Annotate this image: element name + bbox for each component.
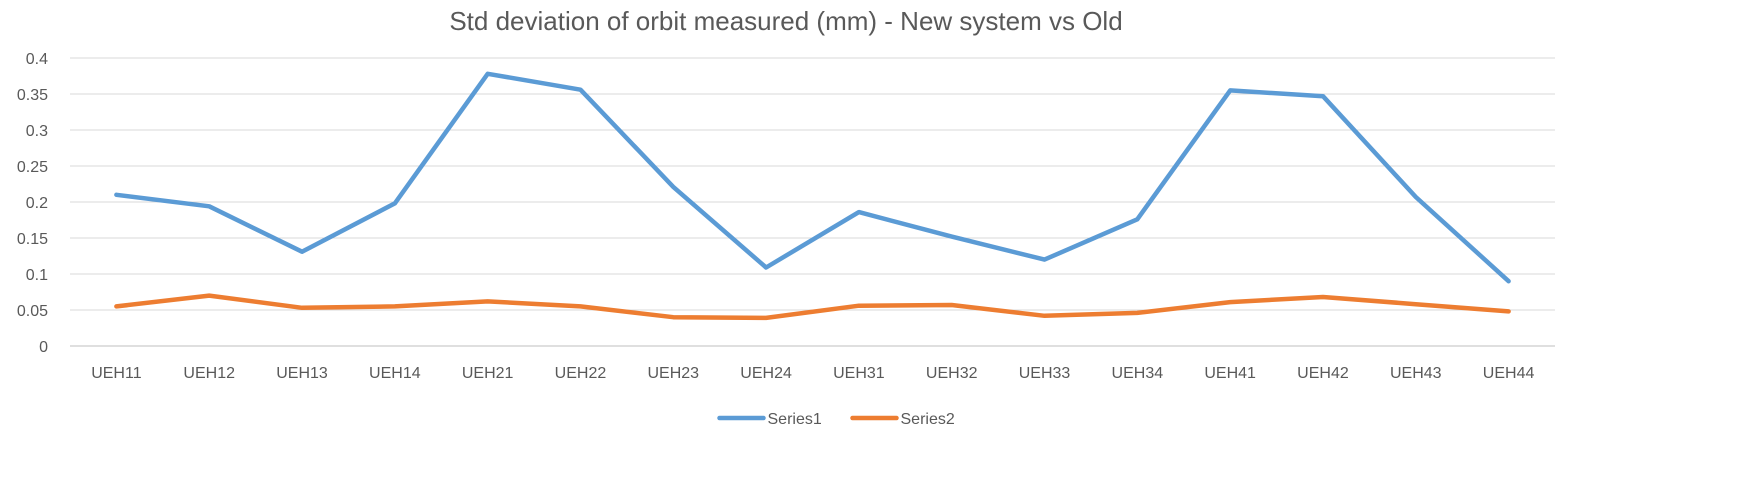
x-tick-label: UEH44 [1483,365,1535,382]
y-tick-label: 0 [39,339,48,356]
x-tick-label: UEH14 [369,365,421,382]
x-tick-label: UEH34 [1112,365,1164,382]
legend-label: Series2 [901,411,955,428]
x-tick-label: UEH33 [1019,365,1071,382]
y-tick-label: 0.05 [17,303,48,320]
x-tick-label: UEH42 [1297,365,1349,382]
chart-title: Std deviation of orbit measured (mm) - N… [449,6,1123,36]
x-tick-label: UEH32 [926,365,978,382]
x-tick-label: UEH43 [1390,365,1442,382]
y-tick-label: 0.2 [26,195,48,212]
series-line-series2 [114,293,1511,321]
x-tick-label: UEH13 [276,365,328,382]
x-tick-label: UEH11 [91,365,141,382]
x-tick-label: UEH31 [833,365,885,382]
x-tick-label: UEH12 [183,365,235,382]
series-lines [114,71,1511,321]
y-axis-ticks: 0 0.05 0.1 0.15 0.2 0.25 0.3 0.35 0.4 [17,51,48,356]
x-tick-label: UEH22 [555,365,607,382]
y-tick-label: 0.15 [17,231,48,248]
y-tick-label: 0.1 [26,267,48,284]
x-tick-label: UEH23 [647,365,699,382]
y-tick-label: 0.4 [26,51,48,68]
x-tick-label: UEH21 [462,365,514,382]
x-axis-ticks: UEH11 UEH12 UEH13 UEH14 UEH21 UEH22 UEH23 UEH24… [91,365,1534,382]
x-tick-label: UEH41 [1204,365,1256,382]
legend-label: Series1 [768,411,822,428]
series-line-series1 [114,71,1511,284]
y-tick-label: 0.25 [17,159,48,176]
legend: Series1 Series2 [717,411,955,428]
x-tick-label: UEH24 [740,365,792,382]
y-tick-label: 0.3 [26,123,48,140]
gridlines [70,57,1555,347]
y-tick-label: 0.35 [17,87,48,104]
